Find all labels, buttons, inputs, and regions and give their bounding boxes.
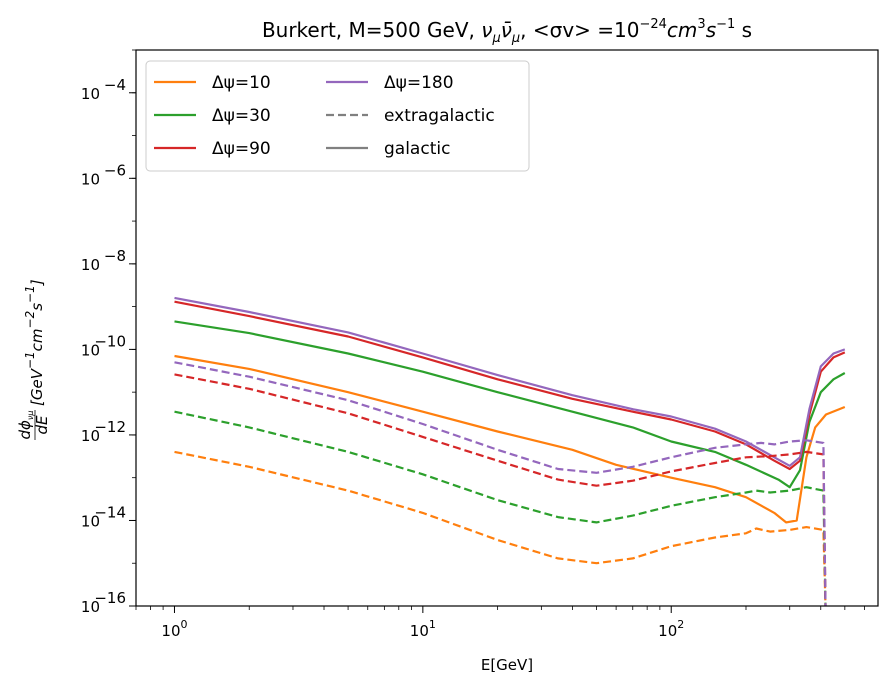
legend: Δψ=10 Δψ=30 Δψ=90 Δψ=180 extragalactic galact… — [145, 60, 530, 172]
series-line-extragalactic-6 — [174, 373, 827, 606]
y-tick-label: 10 — [81, 85, 100, 103]
series-line-extragalactic-4 — [174, 450, 827, 606]
series-line-galactic-2 — [174, 300, 846, 471]
legend-label: Δψ=10 — [212, 73, 271, 93]
y-tick-base: 10 — [81, 341, 100, 359]
y-tick-base: 10 — [81, 427, 100, 445]
y-tick-exp: −12 — [94, 418, 126, 436]
y-label-frac-num: dϕνμ — [16, 411, 35, 440]
y-tick-exp: −14 — [94, 503, 126, 521]
y-tick-base: 10 — [81, 85, 100, 103]
y-tick-label: 10 — [81, 598, 100, 616]
y-tick-exp: −8 — [104, 247, 126, 265]
y-tick-exp: −10 — [94, 332, 126, 350]
y-label-s: s — [28, 303, 46, 311]
x-tick-label: 102 — [658, 618, 684, 640]
y-tick-base: 10 — [81, 512, 100, 530]
x-axis-ticks: 100 101 102 — [135, 606, 865, 640]
legend-label: Δψ=180 — [384, 73, 454, 93]
title-mu-sub: μ — [491, 31, 500, 46]
y-tick-exp: −16 — [94, 589, 126, 607]
title-cm: cm — [667, 18, 697, 42]
title-prefix: Burkert, M=500 GeV, — [262, 18, 481, 42]
plot-frame — [135, 49, 879, 607]
y-tick-label: 10 — [81, 170, 100, 188]
y-tick-base: 10 — [81, 598, 100, 616]
y-label-frac-den: dE — [33, 415, 51, 435]
series-line-galactic-0 — [174, 354, 846, 524]
y-label-e1: −1 — [23, 351, 37, 369]
legend-label: galactic — [384, 139, 450, 159]
y-label-units: [GeV−1cm−2s−1] — [23, 279, 46, 406]
title-mu-sub2: μ — [511, 31, 520, 46]
legend-label: extragalactic — [384, 106, 495, 126]
y-tick-base: 10 — [81, 170, 100, 188]
x-tick-exp: 2 — [677, 618, 684, 631]
title-exp3: −1 — [716, 17, 735, 32]
title-s: s — [706, 18, 716, 42]
legend-label: Δψ=30 — [212, 106, 271, 126]
y-tick-exp: −4 — [104, 76, 126, 94]
y-label-cm: cm — [28, 328, 46, 351]
y-label-dphi: dϕ — [16, 420, 34, 440]
x-tick-exp: 1 — [429, 618, 436, 631]
chart-title-text: Burkert, M=500 GeV, νμν̄μ, <σv> =10−24cm… — [262, 17, 752, 46]
series-line-extragalactic-7 — [174, 361, 827, 606]
x-axis-label: E[GeV] — [481, 656, 533, 674]
y-tick-label: 10 — [81, 341, 100, 359]
y-tick-label: 10 — [81, 427, 100, 445]
y-tick-base: 10 — [81, 256, 100, 274]
series-line-galactic-1 — [174, 320, 846, 489]
y-label-e2: −2 — [23, 311, 37, 329]
series-line-extragalactic-5 — [174, 410, 827, 606]
title-nubar: ν̄ — [501, 18, 512, 42]
title-exp1: −24 — [639, 17, 666, 32]
y-tick-label: 10 — [81, 512, 100, 530]
title-nu: ν — [481, 18, 492, 42]
title-sigma-v: , <σv> =10 — [520, 18, 639, 42]
y-tick-label: 10 — [81, 256, 100, 274]
x-tick-base: 10 — [658, 622, 677, 640]
x-tick-label: 100 — [161, 618, 187, 640]
legend-label: Δψ=90 — [212, 139, 271, 159]
x-tick-label: 101 — [410, 618, 436, 640]
series-lines — [174, 296, 846, 606]
y-label-close: ] — [28, 279, 46, 286]
y-tick-exp: −6 — [104, 161, 126, 179]
chart-title: Burkert, M=500 GeV, νμν̄μ, <σv> =10−24cm… — [262, 17, 752, 46]
series-line-galactic-3 — [174, 296, 846, 467]
y-label-e3: −1 — [23, 285, 37, 303]
title-suffix: s — [735, 18, 752, 42]
x-tick-base: 10 — [161, 622, 180, 640]
legend-box — [145, 60, 530, 172]
y-label-open: [GeV — [28, 367, 46, 406]
y-label-dphi-sub: νμ — [26, 411, 35, 421]
title-exp2: 3 — [697, 17, 705, 32]
x-tick-base: 10 — [410, 622, 429, 640]
x-tick-exp: 0 — [181, 618, 188, 631]
